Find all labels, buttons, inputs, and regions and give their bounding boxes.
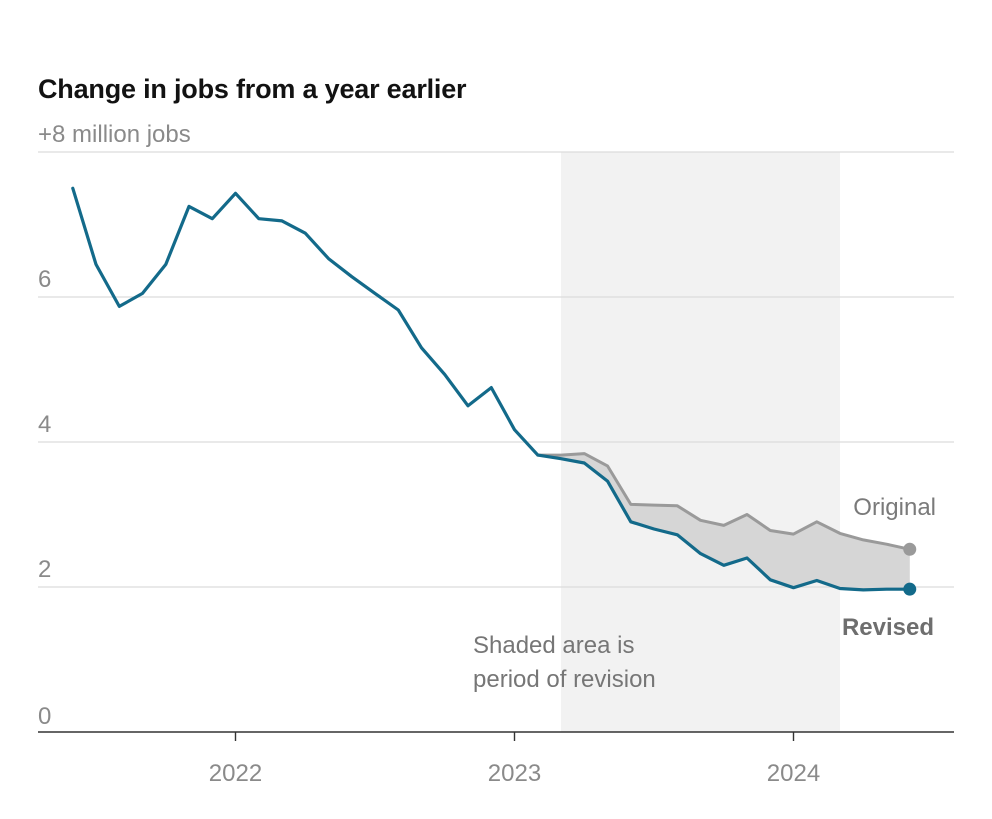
x-tick-label: 2024 [767, 760, 820, 787]
revised-endpoint [903, 582, 917, 596]
series-line-revised [71, 186, 912, 592]
shaded-area-note: period of revision [473, 666, 656, 693]
y-tick-label: 2 [38, 556, 51, 583]
original-series-label: Original [853, 494, 936, 521]
x-tick-label: 2022 [209, 760, 262, 787]
revision-gap-fill [537, 453, 910, 590]
y-tick-label: 4 [38, 411, 51, 438]
y-tick-label: +8 million jobs [38, 121, 191, 148]
original-endpoint [903, 542, 917, 556]
y-tick-label: 6 [38, 266, 51, 293]
shaded-area-note: Shaded area is [473, 632, 634, 659]
y-tick-label: 0 [38, 703, 51, 730]
chart-title: Change in jobs from a year earlier [38, 74, 467, 104]
x-tick-label: 2023 [488, 760, 541, 787]
revised-series-label: Revised [842, 614, 934, 641]
series-line-original [536, 452, 912, 551]
